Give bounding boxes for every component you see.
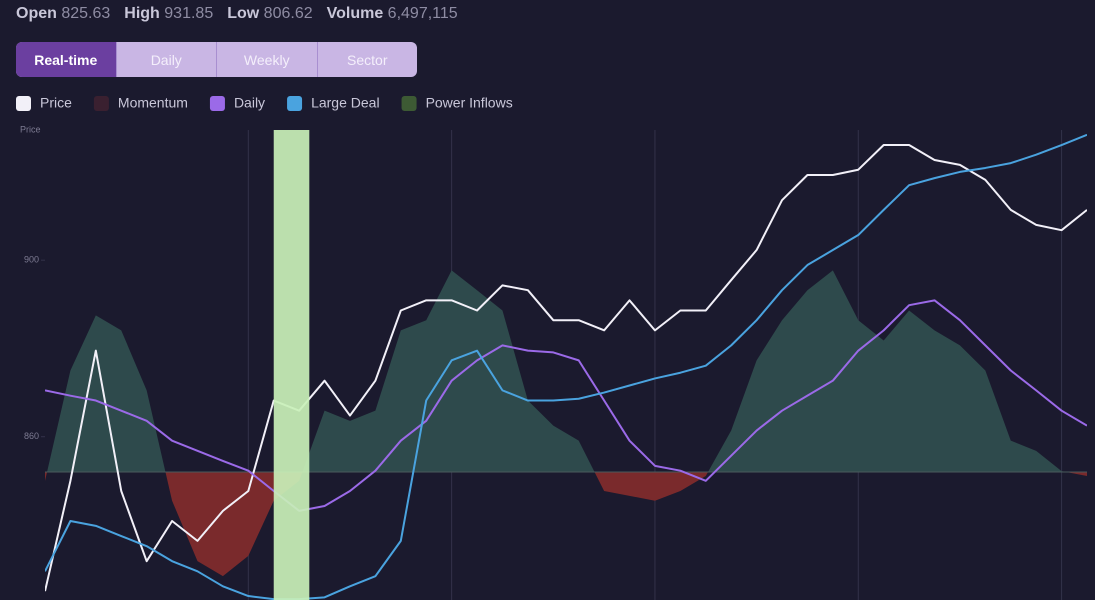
y-tick-label: 900 bbox=[24, 255, 39, 265]
legend-swatch bbox=[16, 96, 31, 111]
legend-item: Large Deal bbox=[287, 95, 380, 111]
stat-label: Low bbox=[227, 5, 260, 22]
stat-value: 825.63 bbox=[61, 5, 111, 22]
stat-label: Open bbox=[16, 5, 57, 22]
y-axis-label: Price bbox=[20, 124, 41, 134]
series-line bbox=[45, 299, 1087, 512]
stat: Volume 6,497,115 bbox=[327, 5, 458, 22]
highlight-band bbox=[273, 130, 310, 600]
legend-item: Price bbox=[16, 95, 72, 111]
legend-swatch bbox=[209, 96, 225, 111]
plot bbox=[45, 130, 1087, 600]
stat-label: Volume bbox=[326, 5, 384, 22]
legend-item: Momentum bbox=[93, 95, 188, 111]
legend-label: Large Deal bbox=[311, 95, 380, 111]
tab[interactable]: Weekly bbox=[216, 42, 317, 77]
y-tick-label: 860 bbox=[24, 431, 39, 441]
legend-item: Power Inflows bbox=[401, 95, 513, 111]
stat: Low 806.62 bbox=[227, 5, 312, 22]
stat-value: 931.85 bbox=[164, 5, 214, 22]
stat-value: 6,497,115 bbox=[387, 5, 458, 22]
stat-label: High bbox=[124, 5, 160, 22]
tab-bar: Real-time Daily Weekly Sector bbox=[16, 42, 417, 77]
area-positive bbox=[47, 270, 1067, 473]
tab[interactable]: Sector bbox=[316, 42, 418, 77]
legend-swatch bbox=[93, 96, 109, 111]
stat: High 931.85 bbox=[124, 5, 213, 22]
area-negative bbox=[45, 472, 1087, 577]
legend-label: Price bbox=[40, 95, 72, 111]
legend-label: Power Inflows bbox=[426, 95, 513, 111]
legend-swatch bbox=[401, 96, 417, 111]
series-line bbox=[45, 133, 1087, 600]
tab[interactable]: Daily bbox=[115, 42, 217, 77]
stats-bar: Open 825.63 High 931.85 Low 806.62 Volume 6… bbox=[16, 5, 472, 23]
legend-item: Daily bbox=[209, 95, 265, 111]
legend-label: Momentum bbox=[118, 95, 188, 111]
legend-label: Daily bbox=[234, 95, 265, 111]
stat: Open 825.63 bbox=[16, 5, 110, 22]
tab[interactable]: Real-time bbox=[16, 42, 116, 77]
legend-swatch bbox=[287, 96, 303, 111]
stat-value: 806.62 bbox=[263, 5, 313, 22]
series-line bbox=[45, 144, 1087, 592]
